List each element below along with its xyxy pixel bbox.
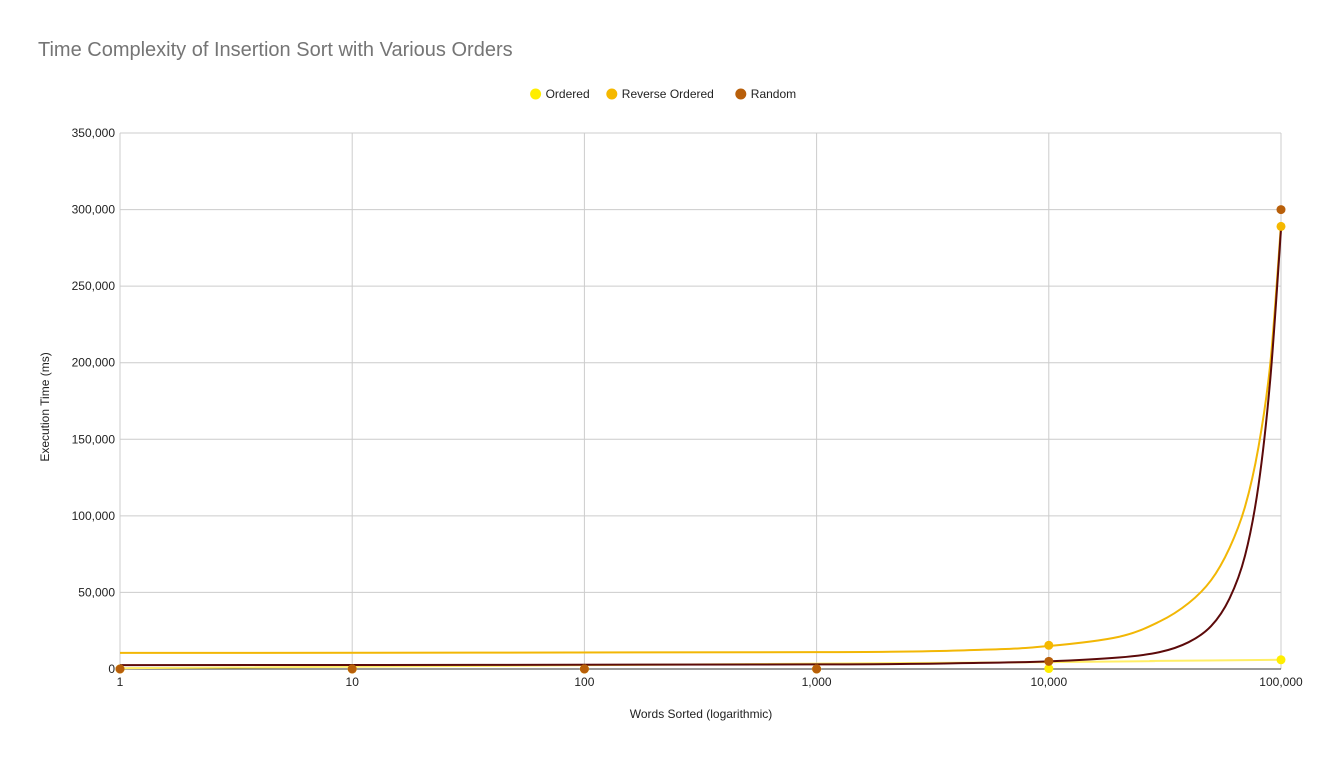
x-tick-label: 100,000 <box>1259 675 1303 689</box>
y-tick-label: 100,000 <box>72 509 116 523</box>
x-tick-label: 100 <box>574 675 594 689</box>
x-tick-label: 1 <box>117 675 124 689</box>
trendline-reverse-ordered <box>119 224 1282 654</box>
y-tick-label: 200,000 <box>72 356 116 370</box>
legend: Ordered Reverse Ordered Random <box>530 87 796 101</box>
grid-layer <box>119 132 1282 669</box>
legend-label: Random <box>751 87 796 101</box>
data-point-random <box>1276 205 1286 215</box>
data-point-ordered <box>1044 664 1054 674</box>
data-point-random <box>812 664 822 674</box>
data-point-layer <box>115 205 1286 674</box>
y-tick-label: 250,000 <box>72 279 116 293</box>
data-point-random <box>347 664 357 674</box>
legend-marker <box>735 88 747 100</box>
x-tick-label: 10,000 <box>1030 675 1067 689</box>
legend-marker <box>606 88 618 100</box>
trendline-random <box>119 229 1282 667</box>
trendline-layer <box>119 224 1282 670</box>
y-tick-label: 0 <box>108 662 115 676</box>
data-point-reverse-ordered <box>1044 640 1054 650</box>
y-tick-label: 50,000 <box>78 585 115 599</box>
x-tick-label: 1,000 <box>802 675 832 689</box>
legend-marker <box>530 88 542 100</box>
y-tick-label: 300,000 <box>72 203 116 217</box>
data-point-reverse-ordered <box>1276 221 1286 231</box>
chart-title: Time Complexity of Insertion Sort with V… <box>38 39 513 61</box>
x-axis-title: Words Sorted (logarithmic) <box>630 707 773 721</box>
data-point-ordered <box>1276 655 1286 665</box>
data-point-random <box>115 664 125 674</box>
y-tick-label: 150,000 <box>72 432 116 446</box>
axis-layer: 1 10 100 1,000 10,000 100,000 0 50,000 100,000 15… <box>72 126 1303 689</box>
legend-label: Ordered <box>546 87 590 101</box>
legend-label: Reverse Ordered <box>622 87 714 101</box>
y-tick-label: 350,000 <box>72 126 116 140</box>
x-tick-label: 10 <box>346 675 360 689</box>
y-axis-title: Execution Time (ms) <box>38 352 52 461</box>
data-point-random <box>1044 656 1054 666</box>
data-point-random <box>579 664 589 674</box>
